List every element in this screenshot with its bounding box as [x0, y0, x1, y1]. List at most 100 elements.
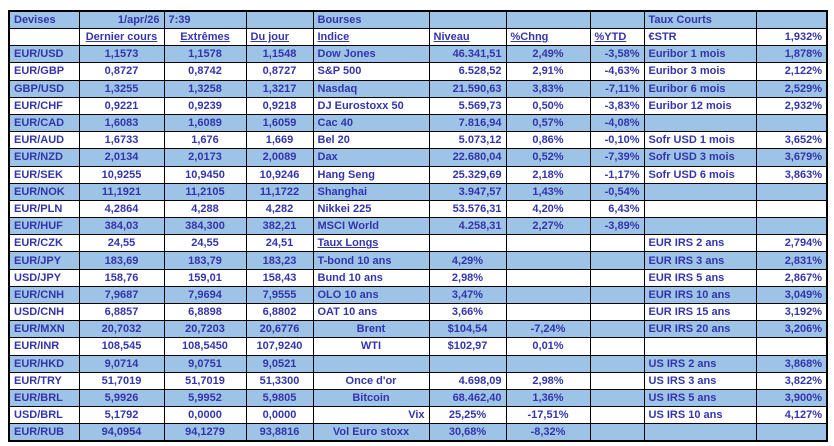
value-cell[interactable]: 25,25% [428, 406, 507, 425]
empty-cell[interactable] [589, 406, 645, 425]
row-label-cell[interactable]: US IRS 2 ans [643, 354, 757, 373]
column-header[interactable]: Indice [312, 27, 430, 47]
value-cell[interactable]: 108,545 [78, 337, 165, 356]
value-cell[interactable]: 93,8816 [245, 423, 314, 442]
row-label-cell[interactable]: Sofr USD 3 mois [643, 148, 757, 167]
column-header[interactable]: Niveau [428, 27, 507, 47]
value-cell[interactable]: 94,0954 [78, 423, 165, 442]
value-cell[interactable]: 3,83% [505, 79, 591, 98]
value-cell[interactable]: 2,794% [755, 234, 828, 253]
empty-cell[interactable] [755, 182, 828, 201]
value-cell[interactable]: 1,3258 [163, 79, 247, 98]
section-title-devises[interactable]: Devises [8, 10, 80, 29]
row-label-cell[interactable]: Bund 10 ans [312, 268, 430, 287]
empty-cell[interactable] [755, 337, 828, 356]
value-cell[interactable]: 6,43% [589, 199, 645, 219]
row-label-cell[interactable]: EUR/MXN [8, 320, 80, 339]
empty-cell[interactable] [589, 10, 645, 29]
column-header[interactable]: Du jour [245, 27, 314, 47]
value-cell[interactable]: 10,9450 [163, 165, 247, 184]
empty-cell[interactable] [589, 302, 645, 322]
value-cell[interactable]: 3,192% [755, 302, 828, 322]
value-cell[interactable]: -4,08% [589, 113, 645, 133]
row-label-cell[interactable]: Shanghai [312, 182, 430, 201]
row-label-cell[interactable]: EUR IRS 2 ans [643, 234, 757, 253]
value-cell[interactable]: 6,8857 [78, 302, 165, 322]
value-cell[interactable]: 11,2105 [163, 182, 247, 201]
section-title-taux-courts[interactable]: Taux Courts [643, 10, 757, 29]
row-label-cell[interactable]: USD/CNH [8, 302, 80, 322]
row-label-cell[interactable]: EUR IRS 15 ans [643, 302, 757, 322]
value-cell[interactable]: 0,86% [505, 131, 591, 150]
row-label-cell[interactable]: USD/JPY [8, 268, 80, 287]
value-cell[interactable]: -0,54% [589, 182, 645, 201]
value-cell[interactable]: -17,51% [505, 406, 591, 425]
value-cell[interactable]: 158,43 [245, 268, 314, 287]
value-cell[interactable]: 3,47% [428, 285, 507, 305]
value-cell[interactable]: 1,6733 [78, 131, 165, 150]
value-cell[interactable]: 46.341,51 [428, 45, 507, 64]
empty-cell[interactable] [428, 354, 507, 373]
value-cell[interactable]: 3,868% [755, 354, 828, 373]
value-cell[interactable]: 3,900% [755, 388, 828, 408]
empty-cell[interactable] [643, 182, 757, 201]
value-cell[interactable]: 24,51 [245, 234, 314, 253]
value-cell[interactable]: 183,69 [78, 251, 165, 270]
value-cell[interactable]: 1,43% [505, 182, 591, 201]
column-header[interactable]: Dernier cours [78, 27, 165, 47]
value-cell[interactable]: 183,23 [245, 251, 314, 270]
row-label-cell[interactable]: EUR/HUF [8, 217, 80, 236]
row-label-cell[interactable]: Euribor 1 mois [643, 45, 757, 64]
value-cell[interactable]: 2,98% [505, 371, 591, 390]
value-cell[interactable]: 382,21 [245, 217, 314, 236]
value-cell[interactable]: 9,0714 [78, 354, 165, 373]
value-cell[interactable]: 20,7203 [163, 320, 247, 339]
row-label-cell[interactable]: EUR/BRL [8, 388, 80, 408]
value-cell[interactable]: 30,68% [428, 423, 507, 442]
row-label-cell[interactable]: EUR/PLN [8, 199, 80, 219]
value-cell[interactable]: 4,282 [245, 199, 314, 219]
row-label-cell[interactable]: EUR IRS 5 ans [643, 268, 757, 287]
row-label-cell[interactable]: Nikkei 225 [312, 199, 430, 219]
value-cell[interactable]: 20,7032 [78, 320, 165, 339]
date[interactable]: 1/apr/26 [78, 10, 165, 29]
time[interactable]: 7:39 [163, 10, 247, 29]
value-cell[interactable]: 2,18% [505, 165, 591, 184]
empty-cell[interactable] [589, 234, 645, 253]
empty-cell[interactable] [245, 10, 314, 29]
value-cell[interactable]: -7,24% [505, 320, 591, 339]
column-header[interactable]: %YTD [589, 27, 645, 47]
row-label-cell[interactable]: US IRS 5 ans [643, 388, 757, 408]
value-cell[interactable]: 68.462,40 [428, 388, 507, 408]
empty-cell[interactable] [589, 268, 645, 287]
empty-cell[interactable] [8, 27, 80, 47]
row-label-cell[interactable]: DJ Eurostoxx 50 [312, 96, 430, 115]
value-cell[interactable]: -3,58% [589, 45, 645, 64]
value-cell[interactable]: -8,32% [505, 423, 591, 442]
row-label-cell[interactable]: EUR/SEK [8, 165, 80, 184]
row-label-cell[interactable]: EUR/RUB [8, 423, 80, 442]
value-cell[interactable]: -3,83% [589, 96, 645, 115]
row-label-cell[interactable]: EUR/INR [8, 337, 80, 356]
row-label-cell[interactable]: Dax [312, 148, 430, 167]
empty-cell[interactable] [428, 10, 507, 29]
value-cell[interactable]: 10,9246 [245, 165, 314, 184]
row-label-cell[interactable]: T-bond 10 ans [312, 251, 430, 270]
empty-cell[interactable] [589, 337, 645, 356]
row-label-cell[interactable]: MSCI World [312, 217, 430, 236]
empty-cell[interactable] [505, 285, 591, 305]
value-cell[interactable]: $104,54 [428, 320, 507, 339]
row-label-cell[interactable]: Dow Jones [312, 45, 430, 64]
value-cell[interactable]: 3,679% [755, 148, 828, 167]
value-cell[interactable]: 1,1573 [78, 45, 165, 64]
value-cell[interactable]: 5.569,73 [428, 96, 507, 115]
empty-cell[interactable] [505, 10, 591, 29]
value-cell[interactable]: 0,9239 [163, 96, 247, 115]
value-cell[interactable]: 20,6776 [245, 320, 314, 339]
value-cell[interactable]: 3,863% [755, 165, 828, 184]
value-cell[interactable]: 53.576,31 [428, 199, 507, 219]
value-cell[interactable]: 11,1921 [78, 182, 165, 201]
value-cell[interactable]: 4,2864 [78, 199, 165, 219]
value-cell[interactable]: 1,6059 [245, 113, 314, 133]
row-label-cell[interactable]: Euribor 6 mois [643, 79, 757, 98]
